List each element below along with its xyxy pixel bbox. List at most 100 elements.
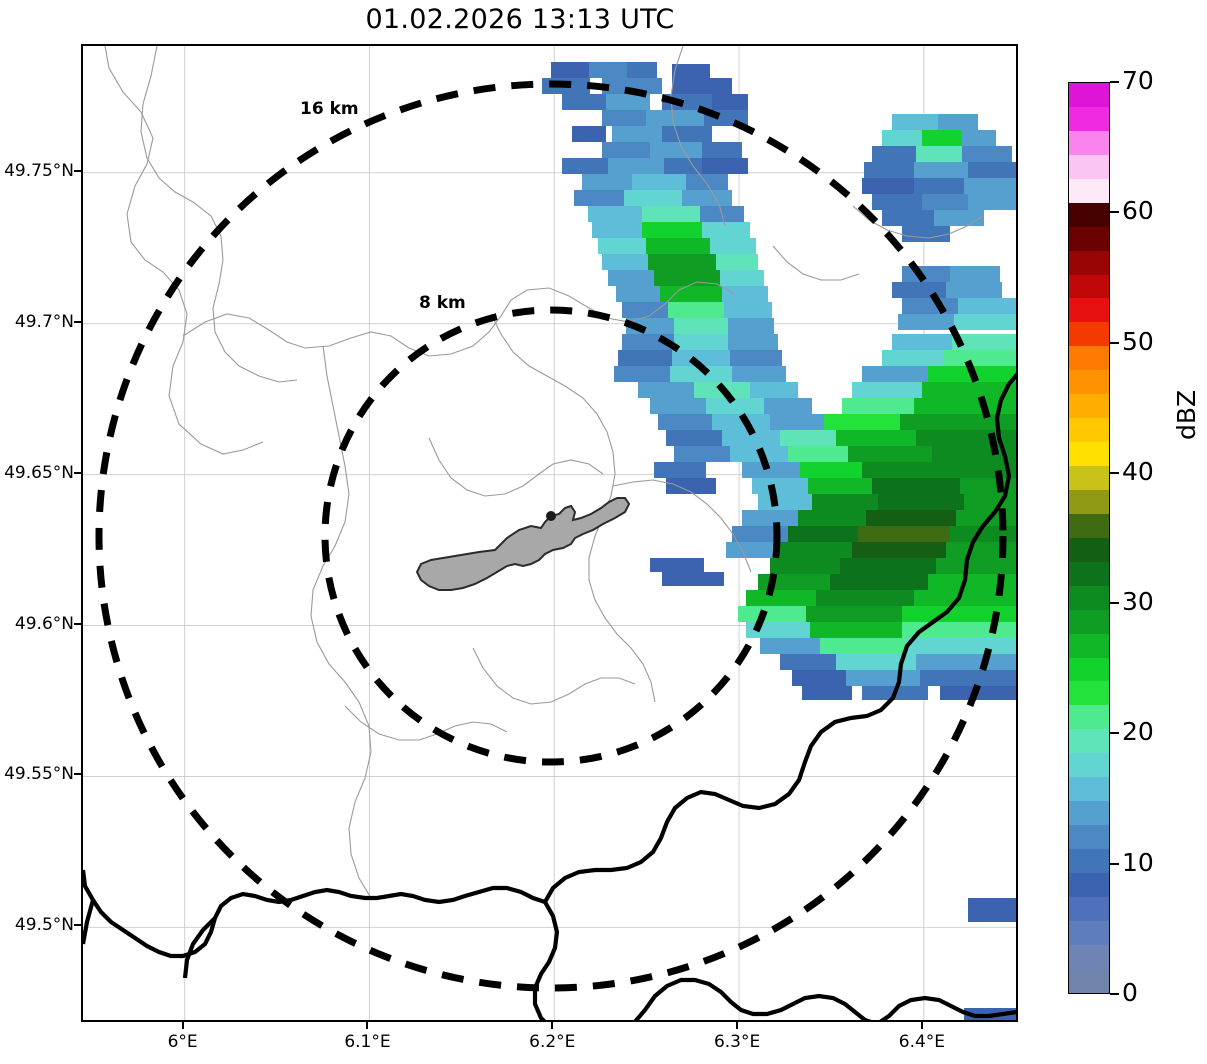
radar-plot-clip xyxy=(83,46,1016,1020)
radar-cell xyxy=(882,130,922,146)
radar-cell xyxy=(602,110,646,126)
radar-cell xyxy=(752,478,808,494)
colorbar-band xyxy=(1069,178,1109,203)
radar-cell xyxy=(820,638,906,654)
colorbar-band xyxy=(1069,920,1109,945)
colorbar-band xyxy=(1069,274,1109,299)
radar-cell xyxy=(852,382,922,398)
radar-cell xyxy=(944,350,1016,366)
radar-cell xyxy=(722,286,768,302)
radar-cell xyxy=(592,222,642,238)
radar-cell xyxy=(702,222,750,238)
page-title: 01.02.2026 13:13 UTC xyxy=(365,4,675,35)
radar-site-marker xyxy=(546,511,556,521)
colorbar-band xyxy=(1069,681,1109,706)
radar-cell xyxy=(674,446,730,462)
range-ring-8km xyxy=(321,306,781,766)
colorbar-band xyxy=(1069,753,1109,778)
radar-cell xyxy=(892,334,952,350)
radar-cell xyxy=(964,178,1016,194)
y-tick-label-2: 49.65°N xyxy=(4,462,74,483)
radar-cell xyxy=(662,572,724,586)
colorbar-tick-mark-2 xyxy=(1110,732,1119,735)
radar-cell xyxy=(642,206,700,222)
radar-cell xyxy=(788,526,858,542)
radar-cell xyxy=(938,114,978,130)
x-tick-mark-2 xyxy=(551,1022,554,1029)
colorbar-band xyxy=(1069,801,1109,826)
radar-cell xyxy=(892,282,946,298)
colorbar-band xyxy=(1069,872,1109,897)
y-tick-label-5: 49.5°N xyxy=(14,915,74,936)
colorbar-band xyxy=(1069,729,1109,754)
radar-cell xyxy=(830,574,928,590)
x-tick-label-2: 6.2°E xyxy=(529,1032,576,1052)
radar-cell xyxy=(627,62,657,78)
radar-cell xyxy=(646,110,704,126)
colorbar-band xyxy=(1069,226,1109,251)
y-tick-label-1: 49.7°N xyxy=(14,311,74,332)
colorbar-band xyxy=(1069,825,1109,849)
colorbar[interactable] xyxy=(1068,82,1110,994)
radar-cell xyxy=(914,398,1016,414)
radar-cell xyxy=(648,254,716,270)
range-rings xyxy=(95,80,1007,992)
radar-cell xyxy=(588,206,642,222)
radar-cell xyxy=(632,174,686,190)
colorbar-band xyxy=(1069,609,1109,634)
colorbar-label: dBZ xyxy=(1172,389,1201,440)
radar-cell xyxy=(852,542,946,558)
radar-cell xyxy=(608,270,654,286)
radar-cell xyxy=(650,558,704,572)
x-tick-label-3: 6.3°E xyxy=(713,1032,761,1052)
y-tick-mark-4 xyxy=(74,773,81,776)
colorbar-band xyxy=(1069,250,1109,275)
radar-cell xyxy=(728,318,774,334)
colorbar-band xyxy=(1069,849,1109,873)
colorbar-tick-label-4: 40 xyxy=(1122,456,1154,486)
radar-cell xyxy=(650,142,702,158)
radar-cell xyxy=(872,478,960,494)
colorbar-tick-mark-5 xyxy=(1110,341,1119,344)
x-tick-label-1: 6.1°E xyxy=(344,1032,391,1052)
radar-cell xyxy=(612,126,662,142)
radar-cell xyxy=(858,526,950,542)
radar-cell xyxy=(958,298,1016,314)
radar-cell xyxy=(602,254,648,270)
radar-cell xyxy=(730,350,782,366)
y-tick-mark-0 xyxy=(74,169,81,172)
range-ring-16km xyxy=(95,80,1007,992)
radar-plot-area[interactable] xyxy=(81,44,1018,1022)
x-tick-label-0: 6°E xyxy=(167,1032,198,1052)
radar-cell xyxy=(666,430,722,446)
radar-cell xyxy=(936,558,1016,574)
radar-cell xyxy=(706,398,764,414)
radar-cell xyxy=(964,494,1016,510)
colorbar-tick-mark-3 xyxy=(1110,602,1119,605)
colorbar-tick-label-6: 60 xyxy=(1122,196,1154,226)
radar-cell xyxy=(760,638,820,654)
radar-cell xyxy=(742,462,800,478)
radar-cell xyxy=(934,210,984,226)
colorbar-band xyxy=(1069,705,1109,730)
radar-cell xyxy=(902,606,1016,622)
radar-cell xyxy=(902,266,950,282)
radar-cell xyxy=(922,194,968,210)
radar-cell xyxy=(802,686,852,700)
national-border xyxy=(83,372,1016,1020)
radar-cell xyxy=(646,238,710,254)
radar-cell xyxy=(952,334,1016,350)
colorbar-band xyxy=(1069,513,1109,538)
radar-cell xyxy=(654,270,720,286)
radar-cell xyxy=(650,398,706,414)
radar-cell xyxy=(962,130,996,146)
radar-cell xyxy=(712,414,770,430)
radar-cell xyxy=(916,146,962,162)
radar-cell xyxy=(622,302,668,318)
y-tick-label-0: 49.75°N xyxy=(4,160,74,181)
colorbar-band xyxy=(1069,346,1109,371)
range-ring-label-8km: 8 km xyxy=(419,293,466,313)
radar-cell xyxy=(702,158,748,174)
y-tick-mark-2 xyxy=(74,471,81,474)
radar-cell xyxy=(720,270,764,286)
